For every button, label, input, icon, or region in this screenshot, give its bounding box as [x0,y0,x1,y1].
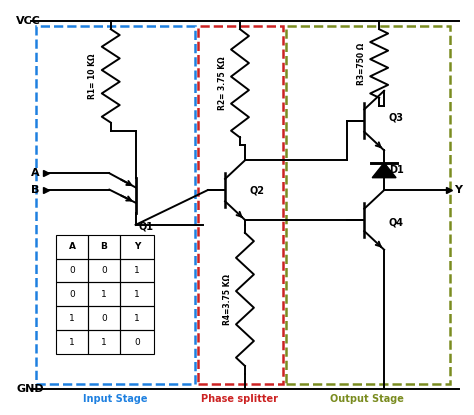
Text: 1: 1 [134,290,140,299]
Text: 1: 1 [101,290,107,299]
Text: 0: 0 [69,266,75,275]
Bar [120,259,155,283]
Bar [120,306,155,330]
Text: Q4: Q4 [388,218,403,228]
Text: A: A [68,242,75,251]
Text: R1= 10 KΩ: R1= 10 KΩ [88,53,97,99]
Bar [120,283,155,306]
Text: B: B [31,185,39,195]
Bar [88,306,120,330]
Bar [88,259,120,283]
Text: Output Stage: Output Stage [330,394,404,404]
Text: D1: D1 [389,165,404,175]
Text: 1: 1 [69,337,75,347]
Text: Y: Y [454,185,462,195]
Text: 0: 0 [69,290,75,299]
Text: Q2: Q2 [249,185,264,195]
Text: Q3: Q3 [388,112,403,122]
Text: 1: 1 [101,337,107,347]
Polygon shape [372,163,396,178]
Text: R2= 3.75 KΩ: R2= 3.75 KΩ [218,56,227,110]
Text: VCC: VCC [16,16,41,26]
Text: GND: GND [16,384,44,394]
Bar [56,330,88,354]
Text: 0: 0 [101,314,107,323]
Text: Q1: Q1 [138,221,154,231]
Text: Input Stage: Input Stage [83,394,148,404]
Text: 0: 0 [134,337,140,347]
Text: B: B [100,242,107,251]
Text: R4=3.75 KΩ: R4=3.75 KΩ [223,274,232,325]
Bar [88,235,120,259]
Text: 1: 1 [69,314,75,323]
Text: Y: Y [134,242,140,251]
Bar [88,283,120,306]
Bar [56,306,88,330]
Bar [120,235,155,259]
Bar [56,235,88,259]
Bar [120,330,155,354]
Text: 1: 1 [134,314,140,323]
Text: R3=750 Ω: R3=750 Ω [357,42,366,85]
Text: A: A [30,168,39,178]
Text: 1: 1 [134,266,140,275]
Text: Phase splitter: Phase splitter [201,394,279,404]
Bar [56,283,88,306]
Text: 0: 0 [101,266,107,275]
Bar [88,330,120,354]
Bar [56,259,88,283]
